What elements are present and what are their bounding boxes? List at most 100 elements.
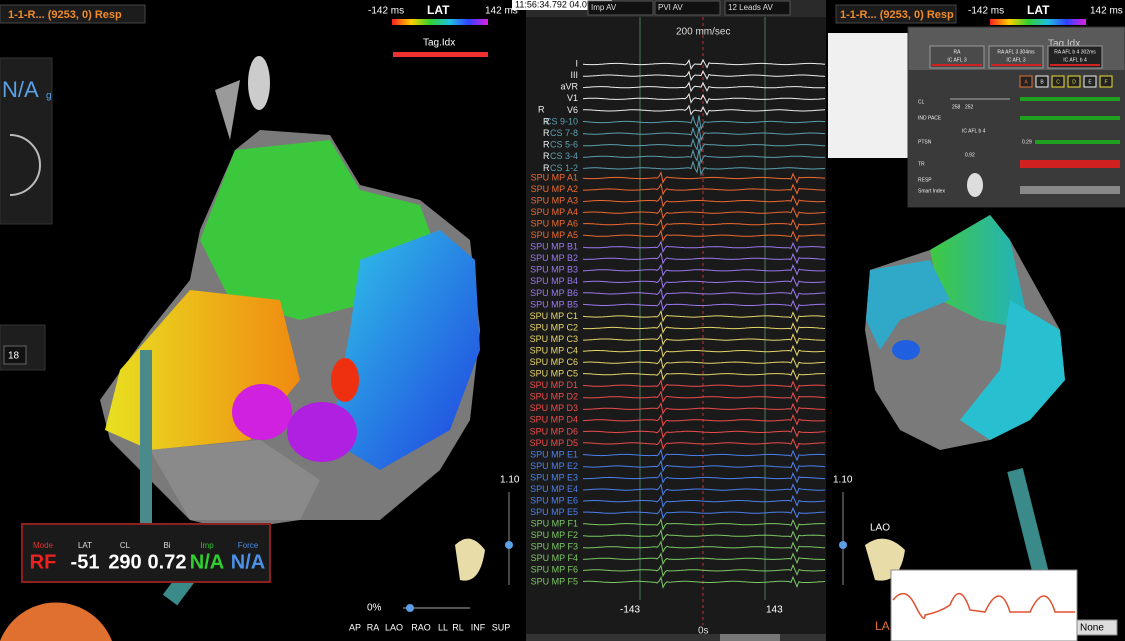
zoom-knob[interactable] (505, 541, 513, 549)
trace (582, 58, 826, 71)
view-button[interactable]: RL (452, 622, 464, 632)
trace (582, 459, 826, 473)
view-button[interactable]: RA (367, 622, 380, 632)
ptsn-b: 0.92 (965, 152, 975, 158)
smart-label: Smart Index (918, 188, 945, 194)
map-tab[interactable] (988, 45, 1044, 69)
lat-min: -142 ms (368, 6, 404, 17)
map-panel-body (908, 70, 1125, 207)
opacity-knob[interactable] (406, 604, 414, 612)
group-button[interactable] (1019, 75, 1033, 88)
channel-label: SPU MP A1 (531, 172, 578, 182)
dropdown[interactable] (0, 4, 146, 24)
speed: 200 mm/sec (676, 27, 730, 38)
selector[interactable] (724, 0, 791, 16)
timestamp-bg (512, 0, 612, 10)
channel-label: SPU MP E3 (530, 472, 578, 482)
trace (583, 104, 826, 117)
trace (583, 540, 826, 554)
group-button[interactable] (1035, 75, 1049, 88)
map-tab-line2: IC AFL 3 (1006, 57, 1025, 63)
readout-bg (21, 523, 271, 583)
channel-label: SPU MP D3 (530, 403, 578, 413)
channel-label: SPU MP C1 (530, 311, 578, 321)
opacity-label: 0% (367, 603, 382, 614)
view-button[interactable]: LAO (385, 622, 403, 632)
control-wheel[interactable] (0, 602, 112, 641)
selector-label: Imp AV (591, 3, 617, 12)
anatomy (150, 440, 320, 520)
trace (582, 298, 826, 312)
lat-bar (392, 19, 488, 25)
trace (582, 81, 826, 93)
channel-label: SPU MP F6 (531, 565, 578, 575)
view-button[interactable]: INF (471, 622, 486, 632)
zoom-label: 1.10 (500, 475, 520, 486)
channel-label: SPU MP D1 (530, 380, 578, 390)
tr-label: TR (918, 161, 925, 167)
map-tab[interactable] (929, 45, 985, 69)
view-button[interactable]: LL (438, 622, 448, 632)
bar (1020, 160, 1120, 168)
view-label: LAO (870, 523, 890, 534)
channel-label: SPU MP F3 (531, 542, 578, 552)
zoom-label: 1.10 (833, 475, 853, 486)
channel-label: SPU MP E1 (530, 449, 578, 459)
dropdown[interactable] (835, 4, 957, 24)
zoom-knob[interactable] (839, 541, 847, 549)
selector[interactable] (654, 0, 721, 16)
selector[interactable] (587, 0, 654, 16)
map-name: IC AFL b 4 (962, 128, 986, 134)
dropdown-label: 1-1-R... (9253, 0) Resp (8, 9, 122, 21)
view-button[interactable]: SUP (492, 622, 511, 632)
lat-label: LAT (427, 3, 450, 17)
right-map[interactable] (865, 215, 1065, 612)
readout-value: RF (30, 551, 57, 573)
selector-label: 12 Leads AV (728, 3, 773, 12)
map-tab-line1: RA AFL 3 304ms (997, 49, 1035, 55)
cl-b: 252 (965, 104, 974, 110)
trace (582, 483, 826, 497)
select[interactable] (1076, 619, 1118, 636)
time-right: 143 (766, 605, 783, 616)
channel-label: V1 (567, 93, 578, 103)
channel-label: III (570, 70, 578, 80)
trace (583, 437, 826, 451)
anatomy (232, 384, 292, 440)
channel-label: SPU MP A5 (531, 230, 578, 240)
channel-label: SPU MP A4 (531, 207, 578, 217)
side-panel (0, 57, 53, 225)
channel-label: SPU MP D2 (530, 392, 578, 402)
group-button[interactable] (1051, 75, 1065, 88)
readout-label: Force (238, 541, 259, 550)
scrollbar[interactable] (526, 634, 826, 641)
trace (582, 275, 826, 289)
trace (582, 552, 825, 566)
group-button[interactable] (1099, 75, 1113, 88)
ref-label: R (543, 128, 550, 138)
group-button[interactable] (1083, 75, 1097, 88)
select-label: None (1080, 623, 1104, 634)
trace (583, 332, 826, 346)
catheter (140, 350, 152, 540)
trace (583, 368, 825, 381)
dropdown-label: 1-1-R... (9253, 0) Resp (840, 9, 954, 21)
scroll-thumb[interactable] (720, 634, 780, 641)
ref-label: R (538, 104, 545, 114)
anatomy (287, 402, 357, 462)
channel-label: CS 7-8 (550, 128, 578, 138)
view-button[interactable]: AP (349, 622, 361, 632)
trace (583, 471, 825, 484)
group-button[interactable] (1067, 75, 1081, 88)
trace (583, 401, 825, 415)
channel-label: SPU MP D4 (530, 415, 578, 425)
view-button[interactable]: RAO (411, 622, 431, 632)
map-tab[interactable] (1047, 45, 1103, 69)
channel-label: SPU MP E2 (530, 461, 578, 471)
resp-label: RESP (918, 177, 932, 183)
map-panel: Tag.Idx CL 258 252 IND PACE IC AFL b 4 P… (907, 26, 1125, 208)
readout-value: 0.72 (148, 551, 187, 573)
channel-label: CS 5-6 (550, 140, 578, 150)
